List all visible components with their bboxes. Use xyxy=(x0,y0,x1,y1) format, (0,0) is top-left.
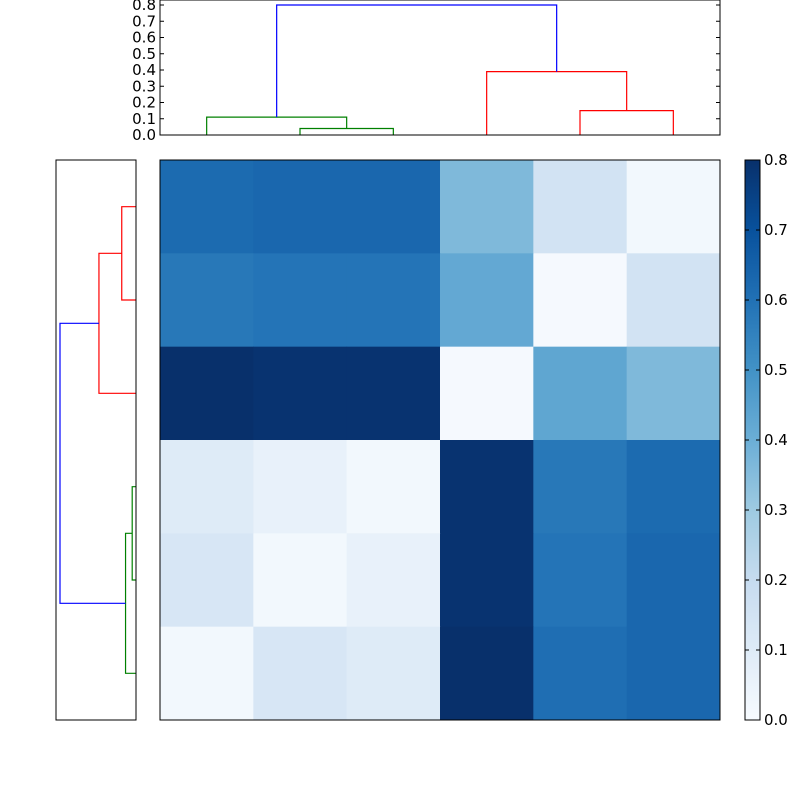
colorbar-tick-label: 0.2 xyxy=(764,571,788,589)
heatmap-cell xyxy=(346,346,441,441)
heatmap-cell xyxy=(160,626,254,721)
colorbar-tick-label: 0.0 xyxy=(764,711,788,729)
heatmap-cell xyxy=(253,253,348,348)
heatmap-cell xyxy=(440,346,534,441)
heatmap-cell xyxy=(440,533,534,628)
heatmap-cell xyxy=(533,440,628,534)
colorbar-tick-label: 0.7 xyxy=(764,221,788,239)
colorbar-tick-label: 0.1 xyxy=(764,641,788,659)
heatmap-cell xyxy=(346,533,441,628)
heatmap-cell xyxy=(440,440,534,534)
heatmap-cell xyxy=(626,626,721,721)
top-dendrogram-tick-label: 0.4 xyxy=(132,61,156,79)
heatmap-cell xyxy=(533,160,628,254)
colorbar-tick-label: 0.8 xyxy=(764,151,788,169)
top-dendrogram-tick-label: 0.2 xyxy=(132,94,156,112)
heatmap-cell xyxy=(626,160,721,254)
top-dendrogram-tick-label: 0.3 xyxy=(132,77,156,95)
heatmap-cell xyxy=(160,346,254,441)
colorbar-tick-label: 0.5 xyxy=(764,361,788,379)
top-dendrogram-tick-label: 0.5 xyxy=(132,45,156,63)
heatmap-cell xyxy=(253,160,348,254)
heatmap xyxy=(159,159,721,721)
heatmap-cell xyxy=(440,626,534,721)
heatmap-cell xyxy=(440,160,534,254)
heatmap-cell xyxy=(160,160,254,254)
top-dendrogram-tick-label: 0.0 xyxy=(132,126,156,144)
heatmap-cell xyxy=(626,253,721,348)
heatmap-cell xyxy=(253,440,348,534)
heatmap-cell xyxy=(440,253,534,348)
left-dendrogram xyxy=(55,159,137,721)
heatmap-cell xyxy=(626,533,721,628)
top-dendrogram-link xyxy=(276,4,558,118)
heatmap-cell xyxy=(160,440,254,534)
heatmap-cell xyxy=(160,533,254,628)
heatmap-cell xyxy=(160,253,254,348)
heatmap-frame xyxy=(159,159,721,721)
heatmap-cell xyxy=(533,253,628,348)
heatmap-cell xyxy=(253,346,348,441)
heatmap-cell xyxy=(533,626,628,721)
colorbar-tick-label: 0.6 xyxy=(764,291,788,309)
top-dendrogram-tick-label: 0.6 xyxy=(132,29,156,47)
heatmap-cell xyxy=(533,533,628,628)
colorbar-tick-label: 0.3 xyxy=(764,501,788,519)
heatmap-cell xyxy=(626,346,721,441)
colorbar-tick-label: 0.4 xyxy=(764,431,788,449)
heatmap-cell xyxy=(533,346,628,441)
heatmap-cell xyxy=(346,253,441,348)
left-dendrogram-link xyxy=(59,322,126,604)
top-dendrogram: 0.00.10.20.30.40.50.60.70.8 xyxy=(132,0,721,144)
colorbar: 0.0 0.1 0.2 0.3 0.4 0.5 0.6 0.7 0.8 xyxy=(744,151,788,729)
heatmap-cell xyxy=(346,626,441,721)
heatmap-cell xyxy=(626,440,721,534)
top-dendrogram-tick-label: 0.7 xyxy=(132,12,156,30)
heatmap-cell xyxy=(253,626,348,721)
top-dendrogram-tick-label: 0.1 xyxy=(132,110,156,128)
left-dendrogram-frame xyxy=(55,159,137,721)
heatmap-cell xyxy=(346,160,441,254)
heatmap-cell xyxy=(253,533,348,628)
top-dendrogram-tick-label: 0.8 xyxy=(132,0,156,14)
top-dendrogram-frame xyxy=(159,0,721,136)
heatmap-cell xyxy=(346,440,441,534)
